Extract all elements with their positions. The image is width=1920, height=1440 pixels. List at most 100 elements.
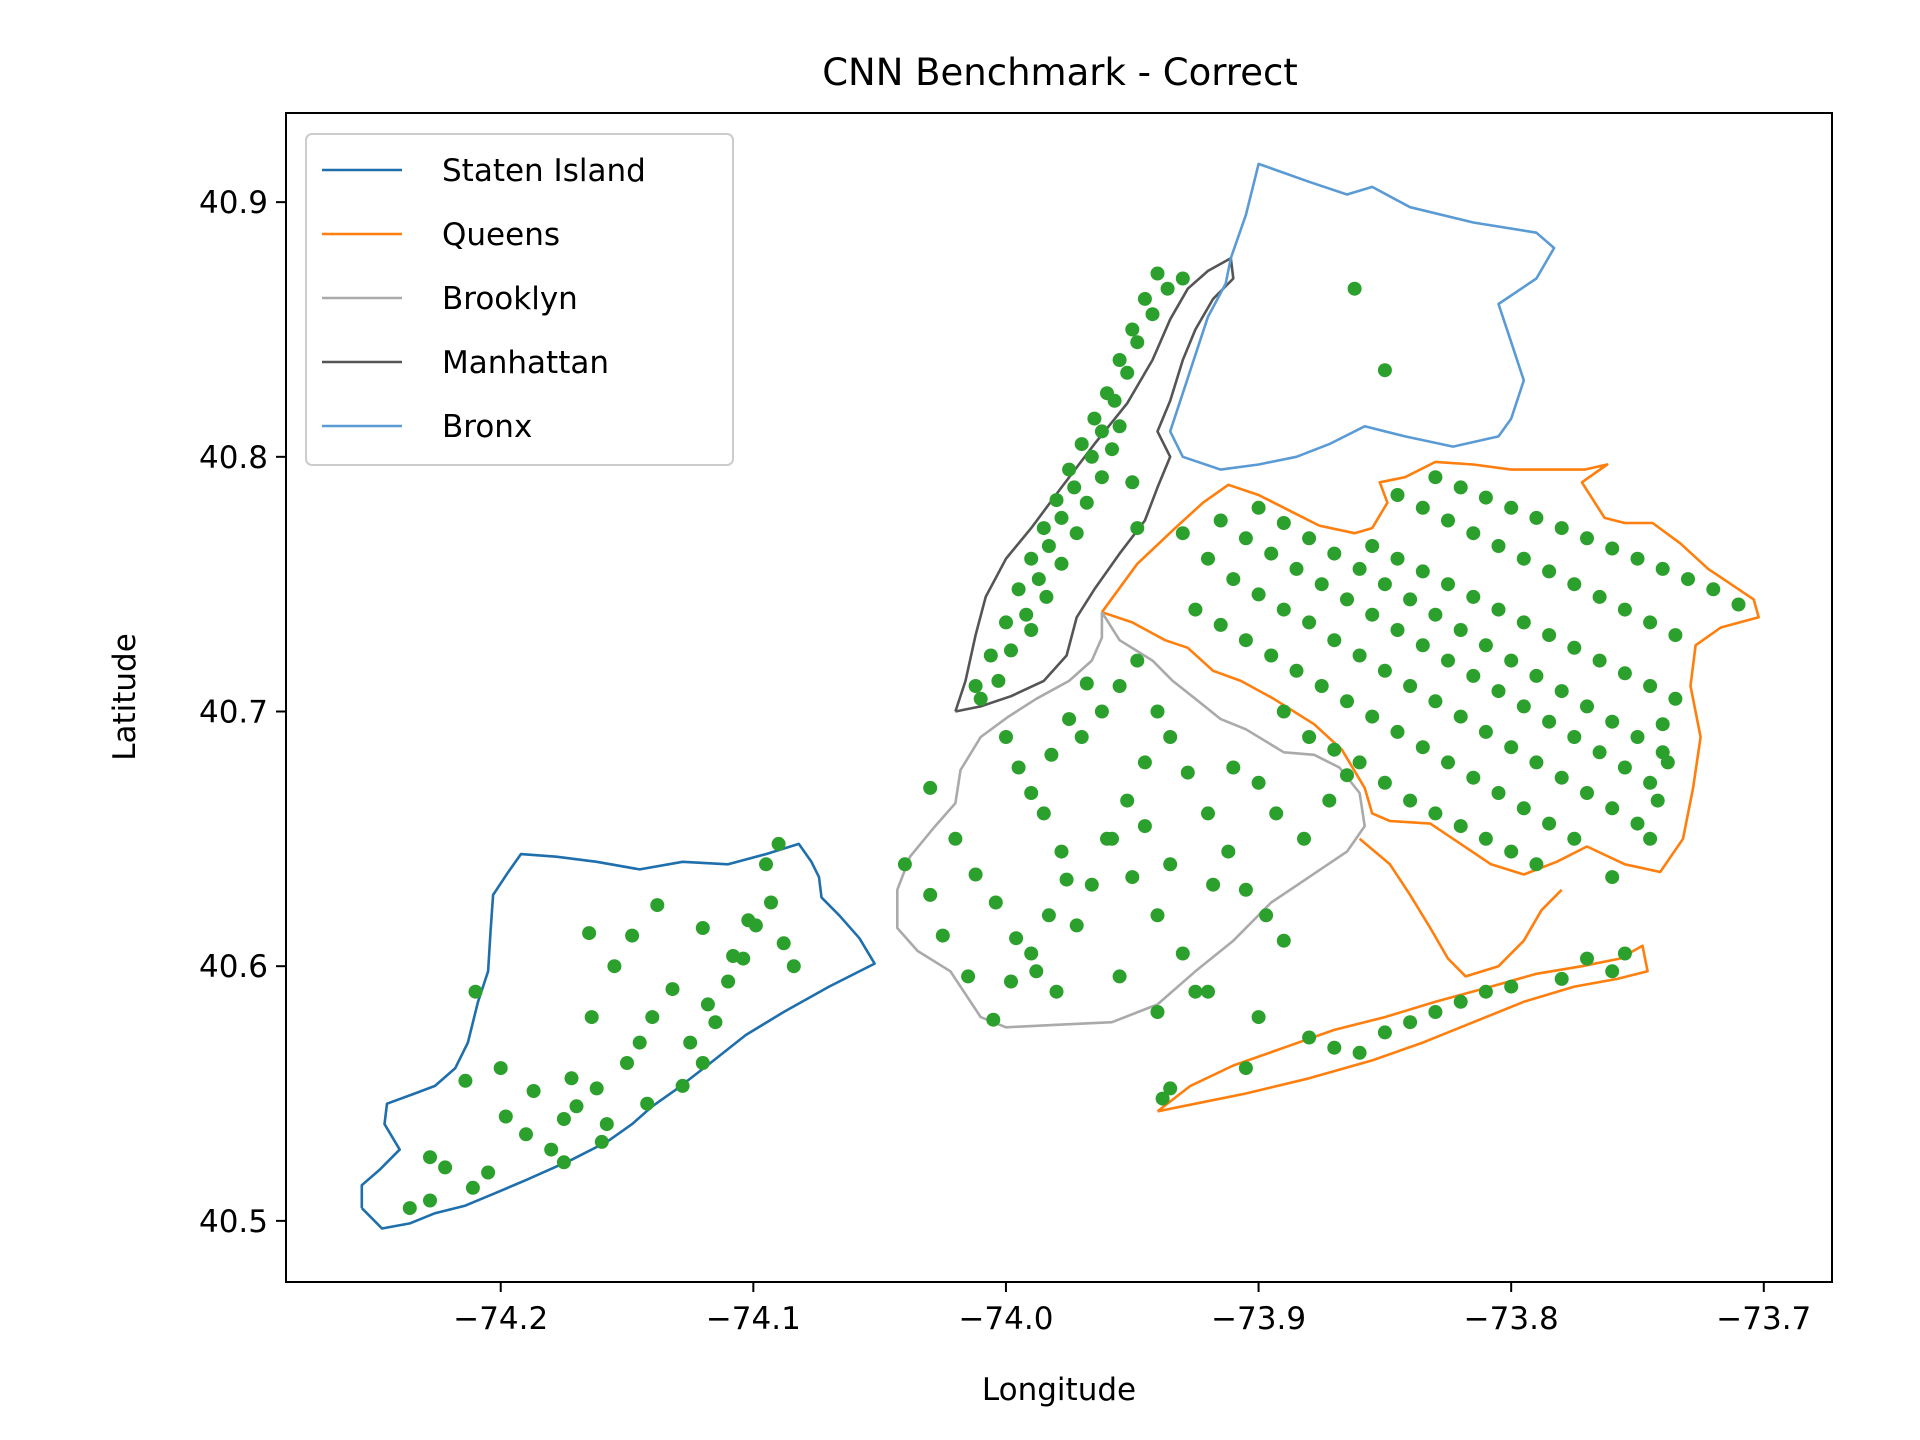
data-point [1441,755,1455,770]
data-point [986,1012,1001,1027]
data-point [1630,816,1645,831]
data-point [1428,607,1443,622]
x-tick-label: −73.7 [1716,1301,1811,1337]
data-point [1100,831,1114,846]
data-point [1094,704,1109,719]
data-point [1365,709,1380,724]
brooklyn-boundary [896,611,1366,1029]
data-point [1175,271,1190,286]
legend: Staten Island Queens Brooklyn Manhattan Bron… [305,133,734,466]
data-point [1062,462,1077,477]
data-point [708,1015,723,1030]
y-axis-label: Latitude [107,633,143,761]
y-tick-label: 40.7 [199,695,268,731]
data-point [1617,602,1632,617]
data-point [695,1056,710,1070]
data-point [519,1127,533,1142]
data-point [1630,551,1645,566]
data-point [1094,470,1109,485]
legend-label-staten-island: Staten Island [442,153,646,189]
data-point [721,974,736,989]
data-point [741,913,756,928]
data-point [726,949,741,963]
data-point [1340,592,1354,607]
data-point [1377,1025,1392,1040]
data-point [1428,806,1443,821]
data-point [1554,521,1569,536]
data-point [897,857,912,872]
data-point [1592,589,1607,604]
data-point [526,1084,541,1098]
data-point [700,997,715,1012]
data-point [1340,768,1354,783]
data-point [1041,539,1056,553]
data-point [620,1056,634,1070]
data-point [1036,806,1051,821]
data-point [1453,819,1468,834]
data-point [1004,643,1018,658]
data-point [1062,712,1077,727]
y-tick-label: 40.6 [199,949,268,985]
data-point [1655,717,1670,732]
y-axis: 40.5 40.6 40.7 40.8 40.9 [199,185,286,1240]
data-point [1036,521,1051,536]
data-point [1643,831,1658,846]
data-point [1352,561,1367,576]
data-point [1327,633,1342,648]
data-point [1478,831,1493,846]
data-point [1302,1030,1317,1045]
data-point [1226,572,1241,587]
data-point [1302,615,1317,630]
data-point [1377,363,1392,378]
legend-label-brooklyn: Brooklyn [442,281,578,317]
data-point [683,1035,698,1050]
boundaries-layer [360,162,1760,1230]
data-point [1150,908,1165,923]
data-point [584,1010,599,1025]
data-point [1206,877,1221,892]
data-point [1094,424,1109,439]
data-point [1251,1010,1266,1025]
data-point [1650,793,1665,808]
data-point [1188,984,1203,999]
data-point [650,898,665,913]
data-point [1643,615,1658,630]
data-point [1529,668,1544,683]
data-point [423,1193,437,1208]
data-point [1605,541,1620,556]
data-point [1655,561,1670,576]
data-point [1466,589,1481,604]
data-point [1087,411,1102,426]
data-point [1024,623,1039,637]
data-point [1415,564,1430,579]
data-point [1130,521,1145,536]
data-point [1302,730,1317,744]
data-point [1554,770,1569,785]
data-point [1264,546,1279,561]
data-point [675,1078,690,1093]
data-point [1084,877,1099,892]
data-point [1251,587,1266,602]
data-point [1125,475,1140,490]
data-point [1377,775,1392,790]
data-point [1137,755,1152,770]
data-point [1567,831,1582,846]
data-point [1403,1015,1418,1030]
legend-items: Staten Island Queens Brooklyn Manhattan Bron… [322,153,646,445]
data-point [1504,500,1519,515]
data-point [1580,699,1594,714]
data-point [968,867,983,882]
data-point [1322,793,1337,808]
data-point [582,926,597,941]
data-point [759,857,773,872]
data-point [983,648,998,663]
data-point [1504,653,1519,668]
data-point [1112,969,1127,984]
data-point [589,1081,604,1096]
data-point [1643,775,1658,790]
data-point [1024,786,1039,800]
data-point [1289,561,1304,576]
x-tick-label: −73.8 [1464,1301,1559,1337]
data-point [1365,607,1380,622]
data-point [1516,551,1531,566]
